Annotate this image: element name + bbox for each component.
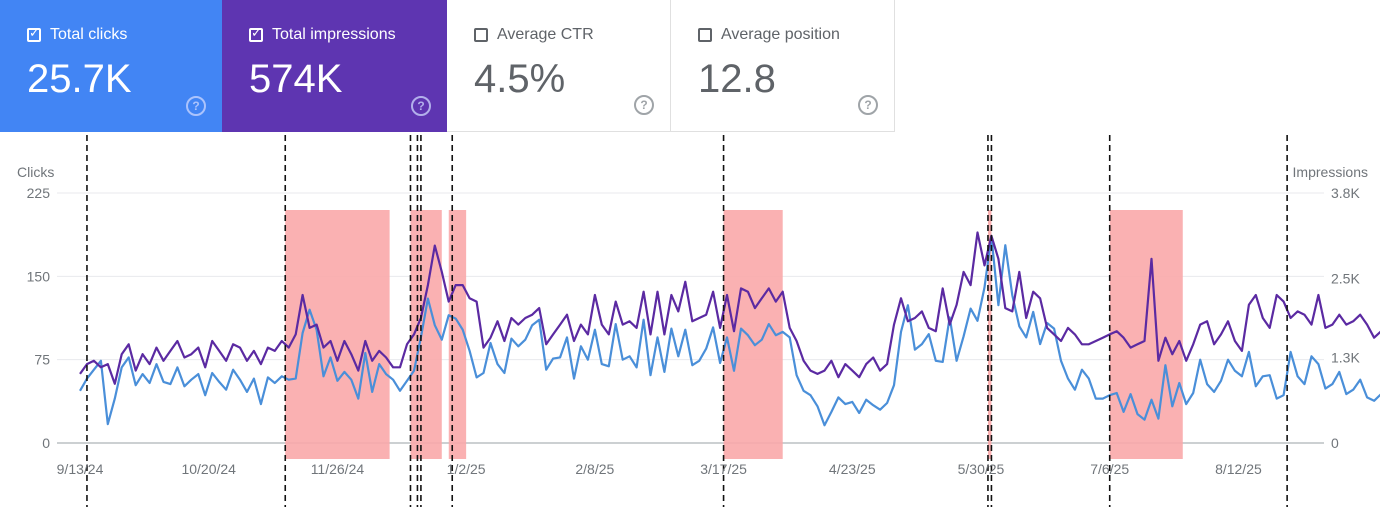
total-clicks-card[interactable]: ✓ Total clicks 25.7K ? xyxy=(0,0,222,132)
help-icon[interactable]: ? xyxy=(858,95,878,115)
x-tick-label: 1/2/25 xyxy=(447,461,486,477)
help-icon[interactable]: ? xyxy=(186,96,206,116)
average-ctr-value: 4.5% xyxy=(474,57,566,101)
chart-labels: Clicks Impressions 0 75 150 225 0 1.3K 2.5K 3.8… xyxy=(17,164,1368,477)
total-clicks-label: Total clicks xyxy=(50,26,128,43)
total-clicks-value: 25.7K xyxy=(27,57,132,101)
shaded-period xyxy=(987,210,992,459)
average-ctr-checkbox[interactable] xyxy=(474,28,488,42)
shaded-periods xyxy=(285,210,1183,459)
x-tick-label: 9/13/24 xyxy=(57,461,104,477)
shaded-period xyxy=(448,210,467,459)
metric-cards: ✓ Total clicks 25.7K ? ✓ Total impressio… xyxy=(0,0,895,132)
average-ctr-label: Average CTR xyxy=(497,26,594,43)
average-ctr-card[interactable]: Average CTR 4.5% ? xyxy=(447,0,671,132)
x-tick-label: 2/8/25 xyxy=(575,461,614,477)
impressions-line xyxy=(79,231,1380,385)
x-tick-label: 11/26/24 xyxy=(311,461,365,477)
help-icon[interactable]: ? xyxy=(634,95,654,115)
check-icon: ✓ xyxy=(251,25,262,40)
left-axis-title: Clicks xyxy=(17,164,54,180)
event-lines xyxy=(86,135,1288,507)
x-tick-label: 5/30/25 xyxy=(958,461,1005,477)
total-impressions-checkbox[interactable]: ✓ xyxy=(249,25,263,42)
x-tick-label: 3/17/25 xyxy=(700,461,747,477)
left-tick-label: 75 xyxy=(34,352,50,368)
average-position-value: 12.8 xyxy=(698,57,776,101)
x-tick-label: 10/20/24 xyxy=(181,461,236,477)
total-clicks-checkbox[interactable]: ✓ xyxy=(27,25,41,42)
check-icon: ✓ xyxy=(29,25,40,40)
performance-chart: Clicks Impressions 0 75 150 225 0 1.3K 2.5K 3.8… xyxy=(17,135,1380,507)
right-tick-label: 0 xyxy=(1331,435,1339,451)
total-impressions-value: 574K xyxy=(249,57,343,101)
shaded-period xyxy=(723,210,783,459)
left-tick-label: 150 xyxy=(27,268,51,284)
help-icon[interactable]: ? xyxy=(411,96,431,116)
right-axis-title: Impressions xyxy=(1293,164,1368,180)
left-tick-label: 225 xyxy=(27,185,51,201)
x-tick-label: 4/23/25 xyxy=(829,461,876,477)
shaded-period xyxy=(285,210,390,459)
right-tick-label: 3.8K xyxy=(1331,185,1360,201)
average-position-label: Average position xyxy=(721,26,840,43)
x-tick-label: 7/6/25 xyxy=(1090,461,1129,477)
average-ctr-header: Average CTR xyxy=(474,26,594,44)
right-tick-label: 1.3K xyxy=(1331,349,1360,365)
total-impressions-card[interactable]: ✓ Total impressions 574K ? xyxy=(222,0,447,132)
chart-series xyxy=(79,231,1380,427)
average-position-card[interactable]: Average position 12.8 ? xyxy=(671,0,895,132)
total-impressions-label: Total impressions xyxy=(272,26,396,43)
shaded-period xyxy=(410,210,442,459)
clicks-line xyxy=(79,235,1380,427)
right-tick-label: 2.5K xyxy=(1331,271,1360,287)
left-tick-label: 0 xyxy=(42,435,50,451)
x-tick-label: 8/12/25 xyxy=(1215,461,1262,477)
average-position-checkbox[interactable] xyxy=(698,28,712,42)
total-clicks-header: ✓ Total clicks xyxy=(27,26,127,44)
total-impressions-header: ✓ Total impressions xyxy=(249,26,396,44)
average-position-header: Average position xyxy=(698,26,840,44)
